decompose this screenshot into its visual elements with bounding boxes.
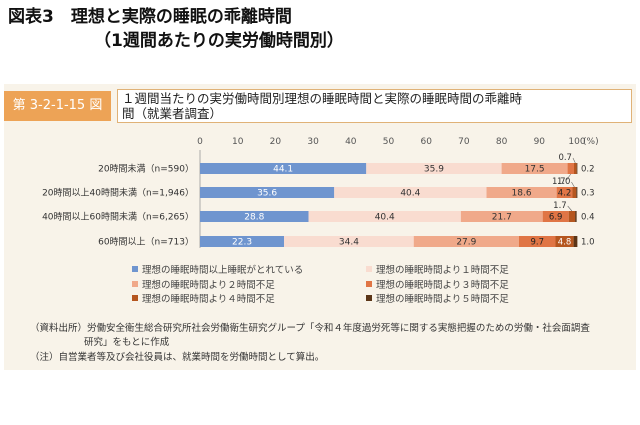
x-tick-label: 50 — [383, 137, 395, 147]
data-label: 40.4 — [400, 189, 420, 199]
x-tick-label: 30 — [307, 137, 319, 147]
bar-segment — [200, 163, 367, 174]
x-tick-label: 0 — [197, 137, 203, 147]
bar-segment — [576, 187, 578, 198]
figure-title: １週間当たりの実労働時間別理想の睡眠時間と実際の睡眠時間の乖離時 間（就業者調査… — [117, 89, 632, 123]
bar-segment — [568, 211, 576, 222]
data-label: 44.1 — [273, 165, 293, 175]
bar-segment — [572, 187, 577, 198]
bar-segment — [200, 236, 285, 247]
data-label: 9.7 — [530, 238, 544, 248]
bar-segment — [460, 211, 543, 222]
bar-segment — [413, 236, 519, 247]
data-label: 27.9 — [456, 238, 476, 248]
bar-segment — [200, 211, 309, 222]
legend-label: 理想の睡眠時間より３時間不足 — [376, 280, 509, 291]
legend-swatch — [366, 295, 372, 301]
bar-segment — [334, 187, 487, 198]
data-label: 4.2 — [558, 189, 572, 199]
figure-title-line-1: １週間当たりの実労働時間別理想の睡眠時間と実際の睡眠時間の乖離時 — [122, 91, 523, 106]
x-tick-label: 100 — [568, 137, 585, 147]
bar-segment — [567, 163, 574, 174]
data-label: 1.0 — [557, 177, 571, 187]
x-tick-label: 60 — [420, 137, 432, 147]
figure-title-line-2: 間（就業者調査） — [122, 106, 223, 121]
data-label: 34.4 — [339, 238, 359, 248]
x-tick-label: 20 — [270, 137, 282, 147]
data-label: 18.6 — [512, 189, 532, 199]
category-label: 20時間未満（n=590） — [98, 163, 194, 175]
data-label: 0.2 — [581, 165, 595, 175]
data-label: 35.6 — [257, 189, 277, 199]
data-label: 1.7 — [553, 201, 567, 211]
data-label: 35.9 — [424, 165, 444, 175]
data-label: 0.4 — [581, 213, 595, 223]
bar-segment — [542, 211, 569, 222]
data-label: 0.3 — [581, 189, 595, 199]
leader-line — [571, 181, 575, 188]
legend-swatch — [132, 266, 138, 272]
legend-item: 理想の睡眠時間より１時間不足 — [366, 265, 509, 277]
data-label: 21.7 — [492, 213, 512, 223]
bar-segment — [576, 163, 578, 174]
legend-item: 理想の睡眠時間より２時間不足 — [132, 280, 275, 292]
data-label: 22.3 — [232, 238, 252, 248]
data-label: 28.8 — [244, 213, 264, 223]
category-label: 60時間以上（n=713） — [98, 237, 194, 248]
leader-line — [567, 205, 573, 212]
legend-item: 理想の睡眠時間より３時間不足 — [366, 280, 509, 292]
bar-segment — [573, 163, 577, 174]
data-label: 0.7 — [558, 153, 572, 163]
data-label: 1.7 — [552, 177, 566, 187]
footnote: （注）自営業者等及び会社役員は、就業時間を労働時間として算出。 — [30, 352, 325, 363]
data-label: 6.9 — [549, 213, 563, 223]
leader-line — [572, 157, 576, 164]
leader-line — [566, 173, 572, 181]
category-label: 40時間以上60時間未満（n=6,265） — [42, 211, 194, 223]
legend-swatch — [366, 266, 372, 272]
legend-item: 理想の睡眠時間以上睡眠がとれている — [132, 265, 303, 277]
bar-segment — [284, 236, 414, 247]
source-note-line-1: （資料出所）労働安全衛生総合研究所社会労働衛生研究グループ「令和４年度過労死等に… — [30, 323, 590, 334]
legend-swatch — [132, 281, 138, 287]
data-label: 1.0 — [581, 238, 595, 248]
figure-panel — [4, 84, 636, 370]
bar-segment — [518, 236, 556, 247]
legend-swatch — [132, 295, 138, 301]
bar-segment — [486, 187, 557, 198]
x-tick-label: 70 — [458, 137, 470, 147]
legend-item: 理想の睡眠時間より４時間不足 — [132, 294, 275, 306]
bar-segment — [200, 187, 335, 198]
legend-swatch — [366, 281, 372, 287]
bar-segment — [366, 163, 502, 174]
data-label: 40.4 — [375, 213, 395, 223]
bar-segment — [308, 211, 461, 222]
x-tick-label: 80 — [496, 137, 508, 147]
x-tick-label: 90 — [534, 137, 546, 147]
x-axis-unit: (%) — [583, 137, 599, 147]
x-tick-label: 40 — [345, 137, 357, 147]
data-label: 17.5 — [525, 165, 545, 175]
data-label: 4.8 — [558, 238, 572, 248]
legend-item: 理想の睡眠時間より５時間不足 — [366, 294, 509, 306]
document-subtitle: （1週間あたりの実労働時間別） — [94, 31, 344, 51]
legend-label: 理想の睡眠時間より２時間不足 — [142, 280, 275, 291]
document-title: 図表3 理想と実際の睡眠の乖離時間 — [8, 7, 292, 27]
bar-segment — [575, 211, 577, 222]
category-label: 20時間以上40時間未満（n=1,946） — [42, 187, 194, 199]
legend-label: 理想の睡眠時間より４時間不足 — [142, 294, 275, 305]
figure-number-badge: 第 3-2-1-15 図 — [4, 91, 111, 121]
x-tick-label: 10 — [232, 137, 244, 147]
legend-label: 理想の睡眠時間より１時間不足 — [376, 265, 509, 276]
bar-segment — [573, 236, 578, 247]
source-note-line-2: 研究」をもとに作成 — [84, 337, 170, 348]
bar-segment — [501, 163, 568, 174]
bar-segment — [556, 187, 573, 198]
bar-segment — [555, 236, 574, 247]
legend-label: 理想の睡眠時間以上睡眠がとれている — [142, 265, 304, 276]
legend-label: 理想の睡眠時間より５時間不足 — [376, 294, 509, 305]
